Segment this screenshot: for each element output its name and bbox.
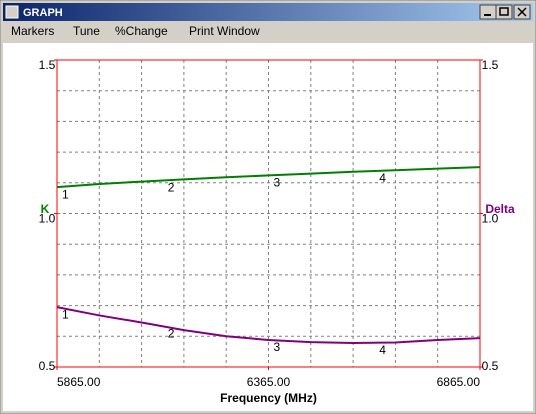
x-axis-label: Frequency (MHz) bbox=[220, 391, 317, 405]
marker-label: 3 bbox=[274, 176, 281, 190]
menu-item[interactable]: Markers bbox=[11, 24, 54, 38]
marker-label: 1 bbox=[62, 307, 69, 321]
menu-item[interactable]: Tune bbox=[73, 24, 100, 38]
marker-label: 4 bbox=[379, 343, 386, 357]
series-line bbox=[56, 166, 481, 189]
marker-label: 3 bbox=[274, 340, 281, 354]
minimize-button[interactable] bbox=[479, 4, 497, 20]
x-tick-label: 6365.00 bbox=[247, 375, 291, 389]
y2-axis-label: Delta bbox=[485, 202, 515, 216]
close-glyph bbox=[517, 7, 527, 17]
y2-tick-label: 1.5 bbox=[482, 58, 499, 72]
menu-item[interactable]: %Change bbox=[115, 24, 168, 38]
menu-bar: Markers Tune %Change Print Window bbox=[11, 24, 260, 38]
y-tick-label: 1.5 bbox=[39, 58, 56, 72]
y2-tick-label: 0.5 bbox=[482, 359, 499, 373]
title-bar bbox=[3, 3, 533, 21]
series-line bbox=[56, 306, 481, 345]
window-icon bbox=[5, 5, 19, 19]
y-tick-label: 0.5 bbox=[39, 359, 56, 373]
marker-label: 4 bbox=[379, 171, 386, 185]
marker-label: 2 bbox=[168, 181, 175, 195]
window-title: GRAPH bbox=[23, 7, 63, 19]
marker-label: 1 bbox=[62, 187, 69, 201]
marker-label: 2 bbox=[168, 326, 175, 340]
y-tick-label: 1.0 bbox=[39, 212, 56, 226]
x-tick-label: 5865.00 bbox=[57, 375, 101, 389]
window-buttons bbox=[479, 4, 531, 20]
maximize-glyph bbox=[499, 7, 509, 16]
maximize-button[interactable] bbox=[495, 4, 513, 20]
y-axis-label: K bbox=[41, 202, 50, 216]
menu-item[interactable]: Print Window bbox=[189, 24, 260, 38]
y2-tick-label: 1.0 bbox=[482, 212, 499, 226]
x-tick-label: 6865.00 bbox=[437, 375, 481, 389]
